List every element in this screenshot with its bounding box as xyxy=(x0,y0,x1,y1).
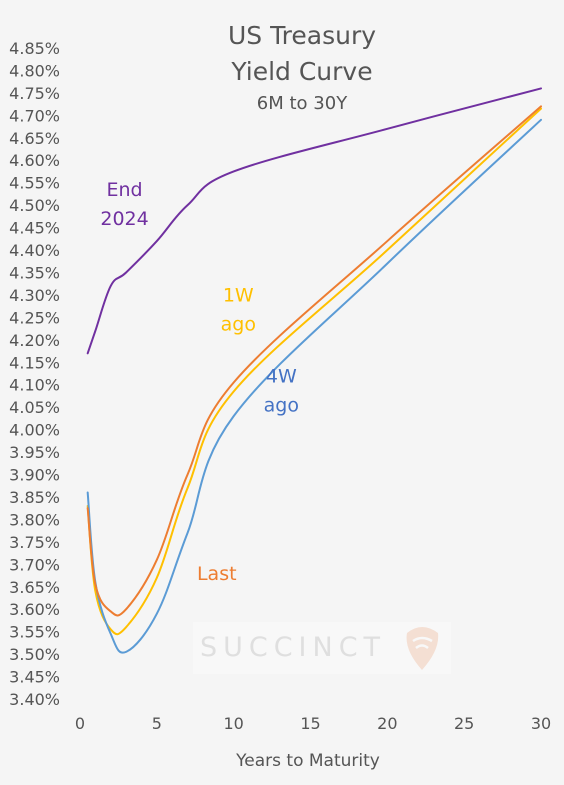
y-tick-label: 4.70% xyxy=(9,106,60,125)
series-label-1w-ago: 1W xyxy=(223,285,254,307)
y-tick-label: 4.05% xyxy=(9,398,60,417)
y-tick-label: 4.40% xyxy=(9,241,60,260)
y-tick-label: 4.45% xyxy=(9,219,60,238)
x-axis-label: Years to Maturity xyxy=(235,751,380,771)
y-tick-label: 4.80% xyxy=(9,61,60,80)
y-tick-label: 3.95% xyxy=(9,443,60,462)
y-tick-label: 3.80% xyxy=(9,510,60,529)
y-tick-label: 4.00% xyxy=(9,421,60,440)
series-label-4w-ago: ago xyxy=(264,394,299,416)
watermark-text: SUCCINCT xyxy=(200,632,386,663)
y-tick-label: 3.70% xyxy=(9,555,60,574)
watermark-logo-icon xyxy=(406,627,439,670)
series-line-1w-ago xyxy=(86,107,542,636)
chart-title-line-2: Yield Curve xyxy=(230,57,372,86)
y-tick-label: 3.90% xyxy=(9,466,60,485)
y-tick-label: 4.35% xyxy=(9,263,60,282)
x-tick-label: 25 xyxy=(454,714,474,733)
y-tick-label: 4.65% xyxy=(9,129,60,148)
series-label-last: Last xyxy=(197,563,237,585)
series-labels: End 2024 1W ago 4W ago Last xyxy=(100,179,299,585)
chart-title-line-1: US Treasury xyxy=(228,21,376,50)
y-tick-label: 3.60% xyxy=(9,600,60,619)
series-line-end-2024 xyxy=(86,87,542,355)
y-tick-label: 4.55% xyxy=(9,174,60,193)
series-label-1w-ago: ago xyxy=(221,314,256,336)
y-tick-label: 4.20% xyxy=(9,331,60,350)
series-lines xyxy=(86,87,542,654)
watermark: SUCCINCT xyxy=(193,622,451,674)
series-line-last xyxy=(86,105,542,617)
y-tick-label: 3.50% xyxy=(9,645,60,664)
y-tick-label: 4.10% xyxy=(9,376,60,395)
y-tick-label: 3.45% xyxy=(9,668,60,687)
x-axis-ticks: 0 5 10 15 20 25 30 xyxy=(75,714,551,733)
y-tick-label: 3.40% xyxy=(9,690,60,709)
y-tick-label: 4.85% xyxy=(9,39,60,58)
x-tick-label: 5 xyxy=(152,714,162,733)
series-label-end-2024: End xyxy=(107,179,143,201)
y-tick-label: 4.75% xyxy=(9,84,60,103)
chart-subtitle: 6M to 30Y xyxy=(257,93,348,114)
watermark-box xyxy=(193,622,451,674)
y-axis-ticks: 3.40% 3.45% 3.50% 3.55% 3.60% 3.65% 3.70% 3.75%… xyxy=(9,39,60,709)
y-tick-label: 3.75% xyxy=(9,533,60,552)
y-tick-label: 4.60% xyxy=(9,151,60,170)
y-tick-label: 4.15% xyxy=(9,353,60,372)
y-tick-label: 4.50% xyxy=(9,196,60,215)
y-tick-label: 3.65% xyxy=(9,578,60,597)
y-tick-label: 4.25% xyxy=(9,308,60,327)
series-line-4w-ago xyxy=(86,118,542,654)
x-tick-label: 0 xyxy=(75,714,85,733)
y-tick-label: 3.85% xyxy=(9,488,60,507)
x-tick-label: 15 xyxy=(300,714,320,733)
y-tick-label: 3.55% xyxy=(9,623,60,642)
x-tick-label: 20 xyxy=(377,714,397,733)
x-tick-label: 10 xyxy=(223,714,243,733)
series-label-end-2024: 2024 xyxy=(100,208,148,230)
series-label-4w-ago: 4W xyxy=(266,365,297,387)
x-tick-label: 30 xyxy=(531,714,551,733)
y-tick-label: 4.30% xyxy=(9,286,60,305)
